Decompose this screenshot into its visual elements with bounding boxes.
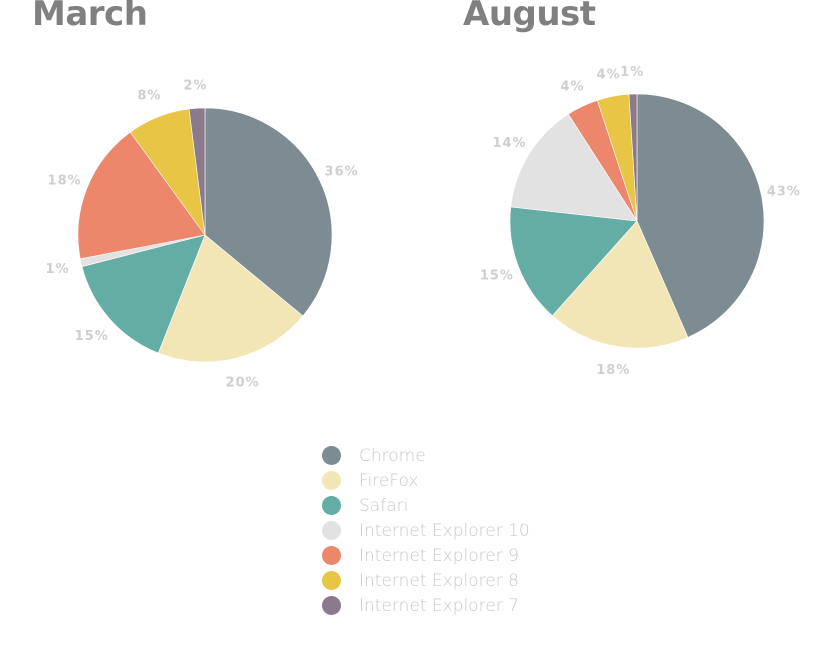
legend-item-ie9: Internet Explorer 9 <box>322 543 530 568</box>
pie-slice-march-6 <box>188 107 206 236</box>
slice-label-march-4: 18% <box>48 173 82 188</box>
slice-label-march-5: 8% <box>137 89 161 104</box>
slice-label-march-0: 36% <box>325 165 359 180</box>
legend-label: Internet Explorer 10 <box>359 520 530 541</box>
chart-title-march: March <box>32 0 148 34</box>
pie-slice-march-0 <box>204 107 333 317</box>
pie-slice-august-2 <box>509 206 638 317</box>
legend-item-ie10: Internet Explorer 10 <box>322 518 530 543</box>
slice-label-august-3: 14% <box>492 136 526 151</box>
legend-swatch <box>322 471 341 490</box>
pie-slice-march-4 <box>77 131 206 260</box>
chart-title-august: August <box>463 0 596 34</box>
slice-label-august-0: 43% <box>767 184 801 199</box>
slice-label-august-4: 4% <box>560 80 584 95</box>
legend-label: Safari <box>359 495 409 516</box>
pie-slice-march-2 <box>81 234 206 354</box>
legend-swatch <box>322 446 341 465</box>
legend-item-ie7: Internet Explorer 7 <box>322 593 530 618</box>
slice-label-march-6: 2% <box>183 78 207 93</box>
legend-swatch <box>322 521 341 540</box>
legend-swatch <box>322 546 341 565</box>
legend-label: Chrome <box>359 445 426 466</box>
slice-label-march-2: 15% <box>75 329 109 344</box>
slice-label-march-1: 20% <box>226 375 260 390</box>
legend-label: FireFox <box>359 470 419 491</box>
slice-label-august-6: 1% <box>620 65 644 80</box>
legend: Chrome FireFox Safari Internet Explorer … <box>322 443 530 618</box>
legend-item-firefox: FireFox <box>322 468 530 493</box>
pie-slice-august-3 <box>510 113 638 222</box>
pie-slice-august-1 <box>551 220 689 349</box>
pie-slice-march-1 <box>157 234 304 363</box>
legend-swatch <box>322 496 341 515</box>
legend-swatch <box>322 596 341 615</box>
pie-slice-august-0 <box>636 93 765 338</box>
pie-slice-august-6 <box>628 93 638 222</box>
slice-label-march-3: 1% <box>46 262 70 277</box>
slice-label-august-1: 18% <box>596 363 630 378</box>
legend-item-safari: Safari <box>322 493 530 518</box>
legend-swatch <box>322 571 341 590</box>
legend-label: Internet Explorer 8 <box>359 570 519 591</box>
legend-item-chrome: Chrome <box>322 443 530 468</box>
legend-label: Internet Explorer 9 <box>359 545 519 566</box>
legend-label: Internet Explorer 7 <box>359 595 519 616</box>
slice-label-august-5: 4% <box>597 68 621 83</box>
legend-item-ie8: Internet Explorer 8 <box>322 568 530 593</box>
slice-label-august-2: 15% <box>480 269 514 284</box>
